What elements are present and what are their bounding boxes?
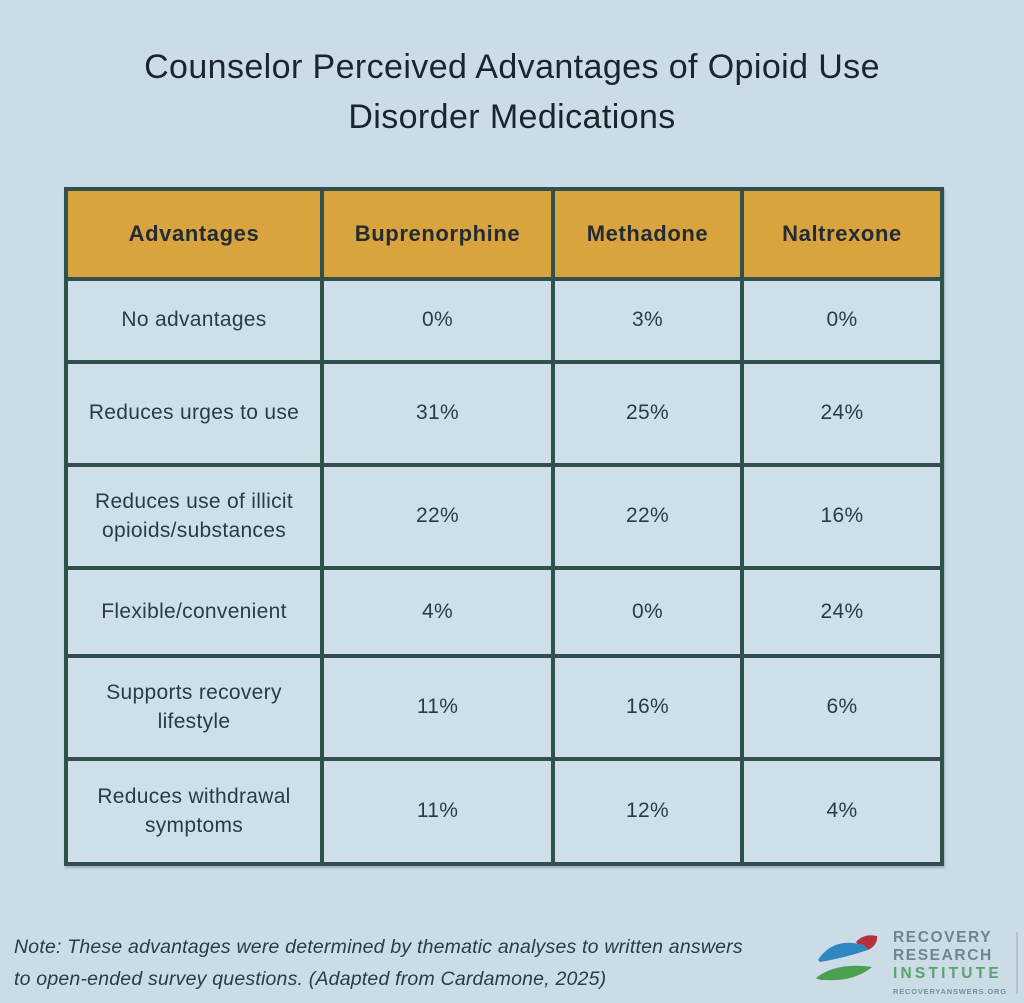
rri-logo-text: RECOVERY RESEARCH INSTITUTE RECOVERYANSW… xyxy=(893,929,1007,997)
table-row: Reduces use of illicit opioids/substance… xyxy=(64,463,944,570)
cell-value: 0% xyxy=(551,566,744,658)
table-header-row: Advantages Buprenorphine Methadone Naltr… xyxy=(64,187,944,281)
rri-logo-line-institute: INSTITUTE xyxy=(893,965,1002,983)
column-header-advantages: Advantages xyxy=(64,187,324,281)
row-label: Supports recovery lifestyle xyxy=(64,654,324,761)
row-label: Reduces urges to use xyxy=(64,360,324,467)
table-row: Reduces withdrawal symptoms 11% 12% 4% xyxy=(64,757,944,866)
cell-value: 0% xyxy=(740,277,944,364)
cell-value: 11% xyxy=(320,757,555,866)
row-label: Flexible/convenient xyxy=(64,566,324,658)
cell-value: 4% xyxy=(320,566,555,658)
advantages-table-container: Advantages Buprenorphine Methadone Naltr… xyxy=(64,187,944,866)
table-row: No advantages 0% 3% 0% xyxy=(64,277,944,364)
cell-value: 4% xyxy=(740,757,944,866)
page-title: Counselor Perceived Advantages of Opioid… xyxy=(144,48,880,137)
rri-logo-line-recovery: RECOVERY xyxy=(893,928,993,946)
table-row: Reduces urges to use 31% 25% 24% xyxy=(64,360,944,467)
column-header-buprenorphine: Buprenorphine xyxy=(320,187,555,281)
column-header-methadone: Methadone xyxy=(551,187,744,281)
rri-swoosh-icon xyxy=(814,932,884,993)
footnote: Note: These advantages were determined b… xyxy=(14,936,743,990)
cell-value: 3% xyxy=(551,277,744,364)
column-header-naltrexone: Naltrexone xyxy=(740,187,944,281)
cell-value: 16% xyxy=(551,654,744,761)
cell-value: 24% xyxy=(740,566,944,658)
cell-value: 6% xyxy=(740,654,944,761)
row-label: Reduces withdrawal symptoms xyxy=(64,757,324,866)
rri-logo-line-research: RESEARCH xyxy=(893,946,993,964)
cell-value: 25% xyxy=(551,360,744,467)
rri-logo-url: RECOVERYANSWERS.ORG xyxy=(893,987,1007,997)
cell-value: 11% xyxy=(320,654,555,761)
logo-divider xyxy=(1015,931,1018,994)
cell-value: 16% xyxy=(740,463,944,570)
table-row: Flexible/convenient 4% 0% 24% xyxy=(64,566,944,658)
row-label: Reduces use of illicit opioids/substance… xyxy=(64,463,324,570)
cell-value: 22% xyxy=(551,463,744,570)
cell-value: 12% xyxy=(551,757,744,866)
cell-value: 22% xyxy=(320,463,555,570)
cell-value: 31% xyxy=(320,360,555,467)
advantages-table: Advantages Buprenorphine Methadone Naltr… xyxy=(64,187,944,866)
cell-value: 24% xyxy=(740,360,944,467)
table-row: Supports recovery lifestyle 11% 16% 6% xyxy=(64,654,944,761)
row-label: No advantages xyxy=(64,277,324,364)
cell-value: 0% xyxy=(320,277,555,364)
recovery-research-institute-logo: RECOVERY RESEARCH INSTITUTE RECOVERYANSW… xyxy=(814,922,1024,1003)
